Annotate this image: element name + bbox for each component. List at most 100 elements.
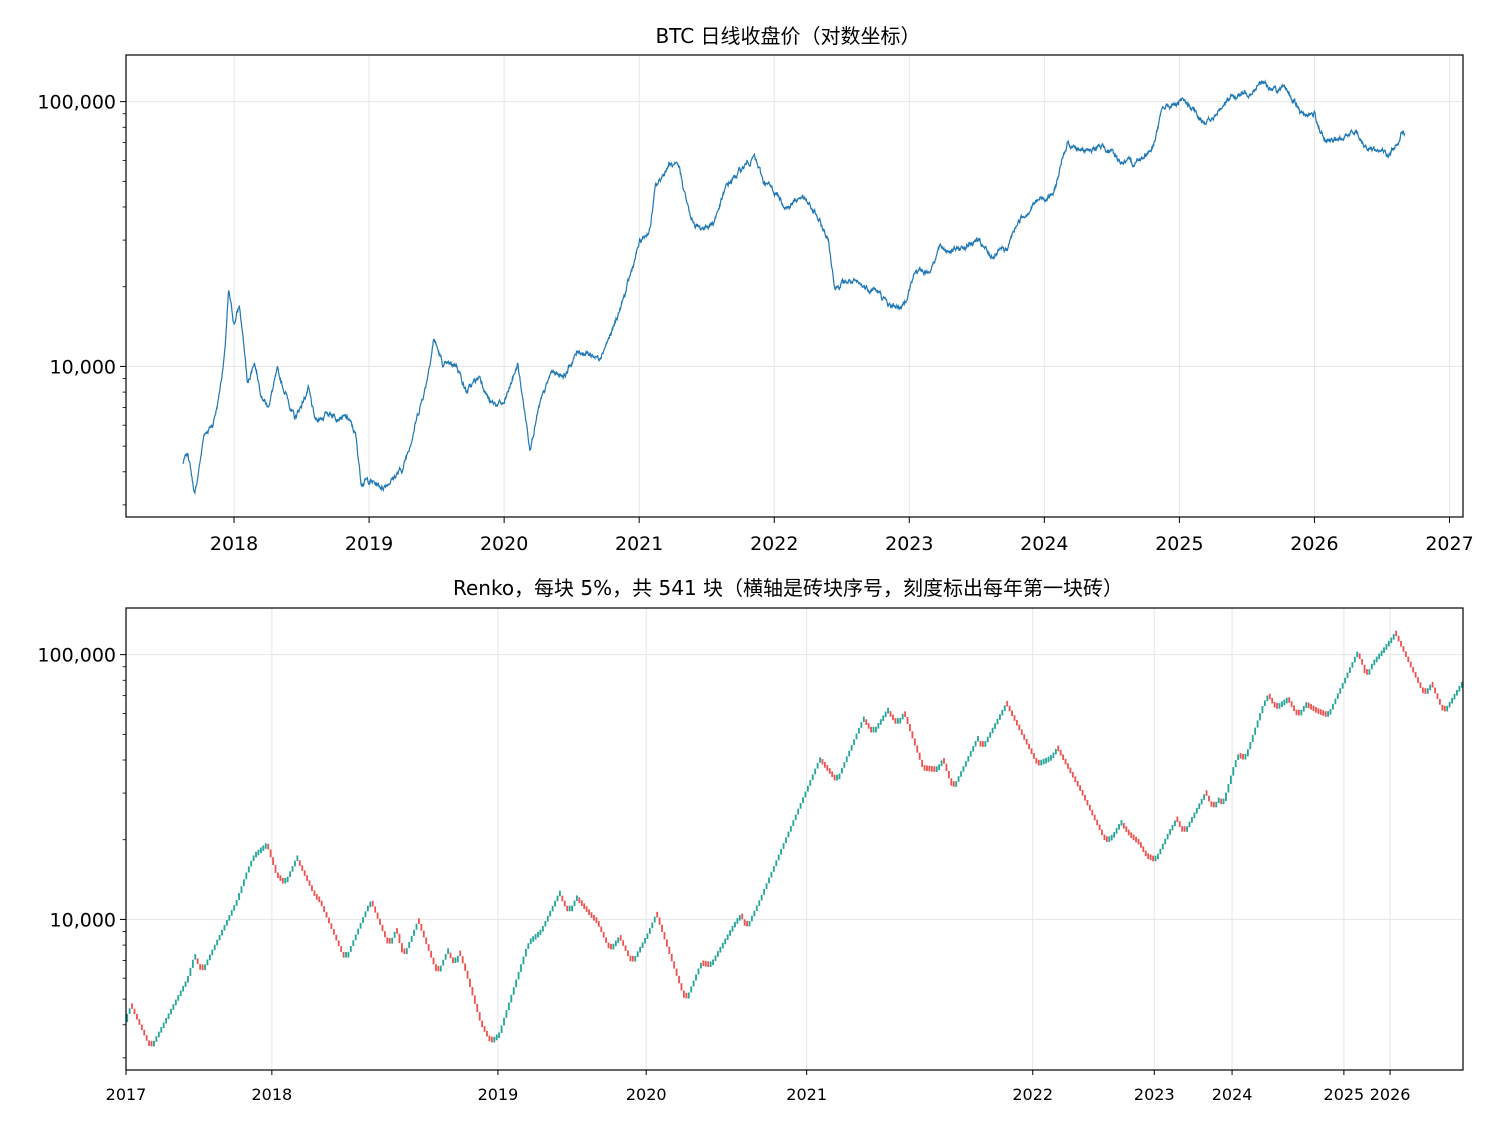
renko-brick-up [1280,701,1283,707]
renko-brick-up [405,948,408,955]
renko-brick-down [1417,677,1419,683]
renko-brick-up [174,999,177,1006]
renko-brick-down [1361,659,1364,665]
renko-brick-down [1421,687,1424,694]
renko-brick-down [1011,710,1013,717]
renko-brick-down [1122,822,1125,829]
renko-brick-down [279,875,282,881]
renko-brick-down [1137,838,1140,845]
renko-brick-down [1397,635,1400,642]
renko-brick-down [826,765,829,771]
renko-brick-up [804,791,807,798]
renko-brick-down [665,939,668,947]
renko-brick-up [755,905,758,912]
bottom-x-tick-label: 2023 [1134,1085,1175,1104]
renko-brick-up [714,955,717,961]
renko-brick-down [1205,790,1208,796]
renko-brick-down [1441,704,1444,711]
renko-brick-up [172,1004,175,1010]
renko-brick-down [332,929,335,935]
renko-brick-up [576,895,578,902]
renko-brick-up [1263,700,1266,707]
renko-brick-down [590,912,593,918]
renko-brick-down [301,865,304,871]
renko-brick-up [1373,659,1376,666]
renko-brick-down [1322,710,1325,716]
renko-brick-up [559,890,561,897]
renko-brick-up [573,900,576,907]
renko-brick-up [221,929,223,936]
renko-brick-up [250,860,253,867]
renko-brick-down [306,875,309,881]
renko-brick-up [809,780,812,786]
renko-brick-up [896,718,899,724]
renko-brick-up [245,872,248,880]
top-y-tick-label: 10,000 [50,356,116,378]
renko-brick-up [532,936,535,942]
renko-brick-up [1215,801,1218,808]
renko-brick-up [546,915,549,922]
renko-brick-up [349,946,352,952]
renko-brick-up [858,727,860,734]
renko-brick-up [748,920,751,927]
renko-brick-down [340,946,343,952]
renko-brick-down [1273,701,1276,708]
bottom-chart-grid [125,608,1463,1070]
bottom-x-tick-label: 2018 [251,1085,292,1104]
renko-brick-up [967,756,970,762]
renko-brick-down [435,964,437,972]
bottom-chart-axes: 2017 2018 2019 2020 2021 2022 2023 2024 2025 2026… [37,645,1410,1104]
renko-brick-down [376,912,379,919]
renko-brick-down [1079,785,1082,791]
renko-brick-down [430,950,432,958]
renko-brick-up [1108,836,1111,842]
renko-brick-down [145,1035,148,1041]
renko-brick-down [1293,705,1295,712]
renko-brick-down [947,770,950,779]
renko-brick-up [1003,705,1006,711]
top-x-tick-label: 2018 [210,533,258,555]
renko-brick-down [425,937,428,945]
renko-brick-up [153,1040,155,1047]
renko-brick-up [447,948,450,954]
renko-brick-up [617,937,620,943]
renko-brick-up [1244,753,1247,760]
renko-brick-up [1392,634,1395,640]
renko-brick-up [887,707,889,714]
renko-brick-down [315,894,318,900]
renko-brick-up [760,894,763,901]
renko-brick-up [648,928,651,934]
renko-brick-down [1103,834,1106,841]
renko-brick-up [1164,838,1167,845]
renko-brick-down [325,911,328,918]
renko-brick-down [486,1030,488,1037]
renko-brick-up [230,910,233,916]
renko-brick-down [469,978,471,987]
renko-brick-down [658,917,661,925]
renko-brick-down [371,900,374,907]
renko-brick-up [208,954,211,961]
renko-brick-up [247,866,250,873]
renko-brick-down [704,960,707,967]
renko-brick-up [634,955,637,962]
renko-brick-down [432,957,435,965]
renko-brick-up [901,713,904,720]
renko-brick-down [580,900,583,906]
bottom-x-tick-label: 2022 [1012,1085,1053,1104]
renko-brick-up [787,831,790,838]
renko-brick-up [505,1010,508,1018]
renko-brick-up [884,711,887,718]
renko-brick-up [1054,748,1057,755]
renko-brick-up [204,964,206,971]
renko-brick-up [862,716,865,723]
renko-brick-down [622,940,625,946]
renko-brick-down [403,948,406,955]
renko-brick-up [1188,821,1191,828]
renko-brick-down [1069,767,1072,774]
renko-brick-down [1016,719,1018,726]
renko-brick-down [328,917,330,924]
renko-brick-up [517,971,520,980]
renko-brick-up [1161,843,1164,850]
renko-brick-down [821,759,824,765]
renko-brick-up [498,1032,501,1039]
